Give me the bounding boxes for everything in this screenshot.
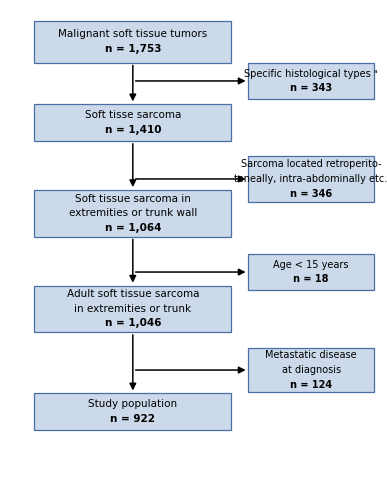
FancyBboxPatch shape bbox=[34, 21, 231, 62]
FancyBboxPatch shape bbox=[248, 348, 374, 392]
Text: n = 1,410: n = 1,410 bbox=[104, 125, 161, 135]
Text: n = 346: n = 346 bbox=[290, 188, 332, 198]
Text: at diagnosis: at diagnosis bbox=[281, 365, 341, 375]
Text: n = 1,064: n = 1,064 bbox=[104, 223, 161, 233]
Text: in extremities or trunk: in extremities or trunk bbox=[74, 304, 192, 314]
FancyBboxPatch shape bbox=[248, 62, 374, 100]
FancyBboxPatch shape bbox=[34, 104, 231, 141]
Text: n = 18: n = 18 bbox=[293, 274, 329, 284]
FancyBboxPatch shape bbox=[248, 156, 374, 202]
Text: toneally, intra-abdominally etc.: toneally, intra-abdominally etc. bbox=[235, 174, 387, 184]
Text: n = 1,046: n = 1,046 bbox=[104, 318, 161, 328]
Text: Sarcoma located retroperito-: Sarcoma located retroperito- bbox=[241, 159, 381, 169]
Text: n = 1,753: n = 1,753 bbox=[104, 44, 161, 54]
Text: Malignant soft tissue tumors: Malignant soft tissue tumors bbox=[58, 30, 207, 40]
Text: Adult soft tissue sarcoma: Adult soft tissue sarcoma bbox=[67, 289, 199, 299]
FancyBboxPatch shape bbox=[34, 190, 231, 236]
FancyBboxPatch shape bbox=[34, 286, 231, 332]
Text: n = 124: n = 124 bbox=[290, 380, 332, 390]
Text: extremities or trunk wall: extremities or trunk wall bbox=[68, 208, 197, 218]
FancyBboxPatch shape bbox=[248, 254, 374, 290]
Text: Specific histological types ᵃ: Specific histological types ᵃ bbox=[244, 68, 378, 78]
Text: Metastatic disease: Metastatic disease bbox=[265, 350, 357, 360]
Text: n = 343: n = 343 bbox=[290, 84, 332, 94]
FancyBboxPatch shape bbox=[34, 394, 231, 430]
Text: Age < 15 years: Age < 15 years bbox=[273, 260, 349, 270]
Text: n = 922: n = 922 bbox=[110, 414, 155, 424]
Text: Soft tisse sarcoma: Soft tisse sarcoma bbox=[85, 110, 181, 120]
Text: Soft tissue sarcoma in: Soft tissue sarcoma in bbox=[75, 194, 191, 203]
Text: Study population: Study population bbox=[88, 400, 177, 409]
